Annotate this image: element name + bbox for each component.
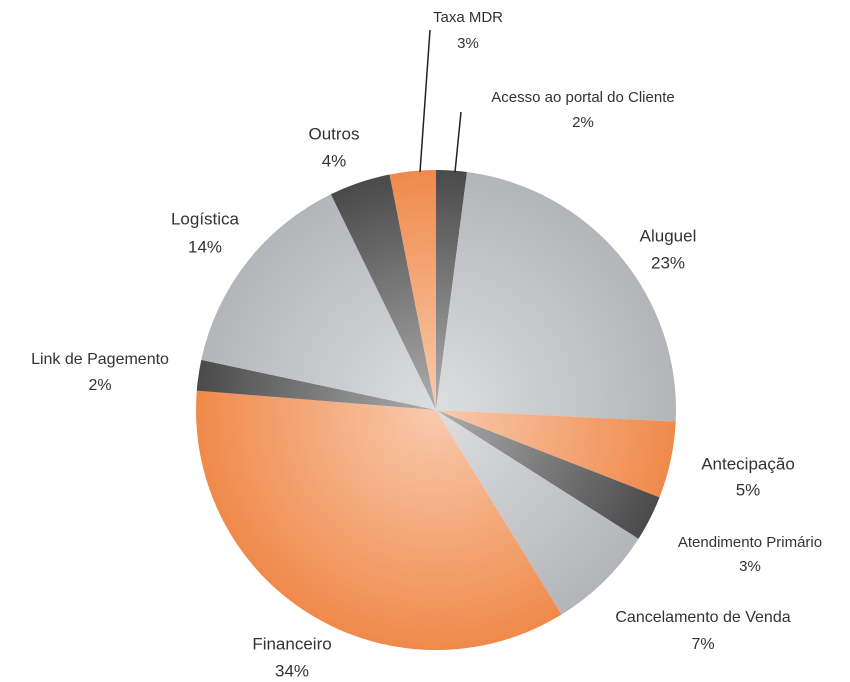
slice-value-label: 23% [651, 253, 685, 272]
slice-value-label: 7% [691, 636, 714, 653]
leader-line [454, 111, 462, 173]
slice-value-label: 2% [572, 114, 594, 131]
slice-label: Outros [308, 124, 359, 143]
slice-label: Acesso ao portal do Cliente [491, 89, 674, 106]
slice-value-label: 3% [457, 35, 479, 52]
leader-line [419, 29, 431, 173]
pie [196, 170, 677, 651]
slice-value-label: 3% [739, 558, 761, 575]
slice-label: Antecipação [701, 454, 795, 473]
slice-value-label: 34% [275, 661, 309, 680]
slice-value-label: 14% [188, 237, 222, 256]
slice-label: Link de Pagemento [31, 351, 169, 368]
slice-value-label: 2% [88, 377, 111, 394]
slice-label: Logística [171, 209, 240, 228]
slice-value-label: 5% [736, 480, 761, 499]
slice-label: Aluguel [640, 226, 697, 245]
slice-label: Cancelamento de Venda [615, 609, 790, 626]
slice-value-label: 4% [322, 151, 347, 170]
slice-label: Atendimento Primário [678, 534, 822, 551]
pie-slice [436, 172, 677, 422]
slice-label: Financeiro [252, 634, 331, 653]
slice-label: Taxa MDR [433, 9, 503, 26]
